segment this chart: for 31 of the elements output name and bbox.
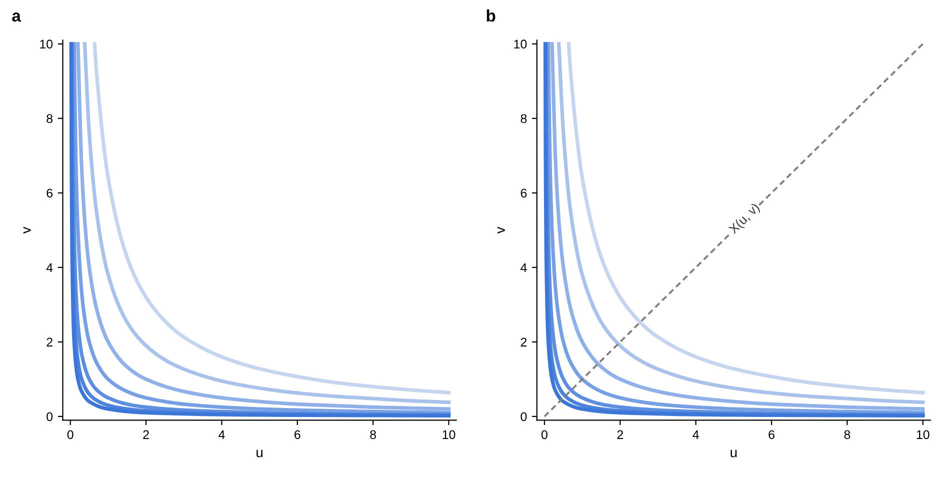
- x-tick-label: 2: [143, 430, 149, 439]
- x-tick-label: 8: [370, 430, 376, 440]
- y-tick-label: 0: [520, 412, 527, 422]
- y-tick-label: 4: [520, 263, 527, 272]
- y-tick-label: 8: [46, 114, 53, 124]
- chart-title: b: [486, 9, 496, 22]
- x-axis-title: u: [730, 450, 737, 458]
- annotation: X(u, v): [728, 202, 762, 236]
- chart-title: a: [12, 12, 21, 22]
- y-tick-label: 2: [520, 338, 527, 346]
- x-tick-label: 4: [218, 430, 225, 439]
- y-tick-label: 10: [514, 40, 527, 49]
- y-tick-label: 6: [46, 188, 53, 198]
- x-tick-label: 6: [294, 430, 300, 440]
- x-tick-label: 4: [692, 430, 699, 439]
- y-tick-label: 4: [46, 263, 53, 272]
- y-tick-label: 10: [40, 40, 53, 49]
- x-tick-label: 2: [617, 430, 623, 439]
- x-tick-label: 6: [768, 430, 774, 440]
- x-tick-label: 10: [916, 430, 930, 440]
- y-tick-label: 8: [520, 114, 527, 124]
- y-axis-title: v: [23, 226, 31, 234]
- x-tick-label: 0: [541, 430, 548, 440]
- x-axis-title: u: [256, 450, 262, 458]
- y-axis-title: v: [498, 226, 505, 234]
- y-tick-label: 6: [520, 188, 527, 198]
- x-tick-label: 0: [67, 430, 74, 440]
- y-tick-label: 0: [46, 412, 53, 422]
- x-tick-label: 10: [442, 430, 456, 440]
- x-tick-label: 8: [844, 430, 850, 440]
- y-tick-label: 2: [46, 338, 52, 346]
